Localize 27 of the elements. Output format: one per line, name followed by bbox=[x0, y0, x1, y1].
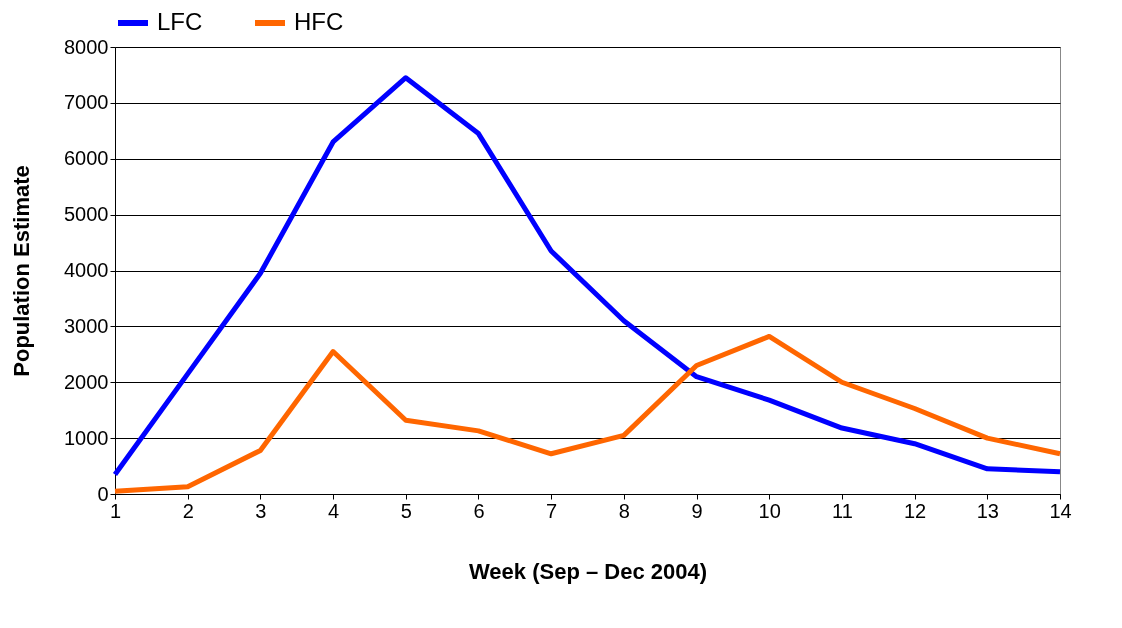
x-tick-label: 11 bbox=[832, 499, 853, 522]
y-tick-label: 3000 bbox=[64, 314, 109, 337]
x-tick-label: 8 bbox=[618, 499, 630, 522]
y-tick-label: 0 bbox=[97, 482, 109, 505]
x-tick-label: 4 bbox=[328, 499, 340, 522]
x-tick-label: 14 bbox=[1049, 499, 1072, 522]
y-tick-label: 7000 bbox=[64, 91, 109, 114]
legend-label: LFC bbox=[157, 8, 203, 35]
x-tick-label: 3 bbox=[255, 499, 267, 522]
x-tick-label: 2 bbox=[182, 499, 194, 522]
x-axis-title: Week (Sep – Dec 2004) bbox=[468, 558, 708, 584]
y-tick-label: 5000 bbox=[64, 203, 109, 226]
x-tick-label: 6 bbox=[473, 499, 485, 522]
x-tick-label: 7 bbox=[546, 499, 558, 522]
x-tick-label: 9 bbox=[691, 499, 703, 522]
y-tick-label: 4000 bbox=[64, 259, 109, 281]
y-tick-label: 6000 bbox=[64, 147, 109, 170]
x-tick-label: 12 bbox=[903, 499, 927, 522]
y-axis-title: Population Estimate bbox=[9, 165, 35, 377]
y-tick-label: 1000 bbox=[64, 426, 109, 449]
legend-label: HFC bbox=[294, 8, 344, 35]
y-tick-label: 2000 bbox=[64, 370, 109, 393]
x-tick-label: 1 bbox=[109, 499, 122, 522]
x-tick-label: 10 bbox=[758, 499, 781, 522]
x-tick-label: 5 bbox=[400, 499, 412, 522]
x-tick-label: 13 bbox=[976, 499, 999, 522]
y-tick-label: 8000 bbox=[64, 35, 109, 58]
